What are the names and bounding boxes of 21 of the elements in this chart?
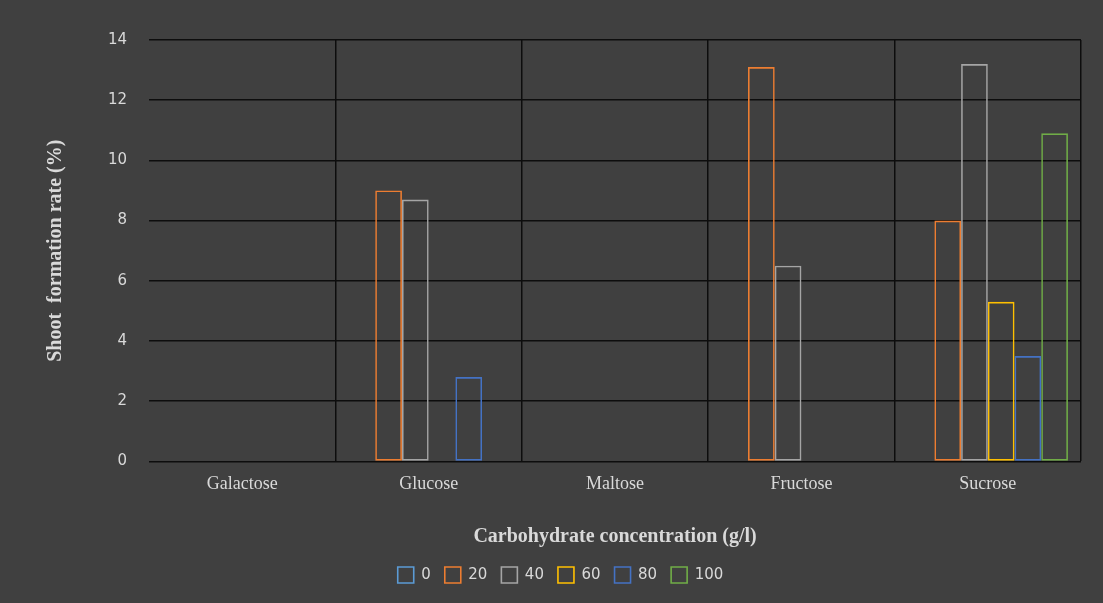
legend-label: 40 [524, 564, 544, 583]
x-tick-label: Maltose [586, 472, 645, 493]
y-tick-label: 4 [117, 330, 128, 349]
legend-label: 100 [694, 564, 724, 583]
y-axis-title: Shoot formation rate (%) [43, 139, 67, 362]
y-tick-label: 0 [117, 451, 128, 470]
x-tick-label: Glucose [399, 472, 459, 493]
x-tick-label: Fructose [770, 472, 833, 493]
legend-label: 0 [421, 564, 431, 583]
y-tick-label: 10 [107, 150, 128, 169]
x-axis-title: Carbohydrate concentration (g/l) [473, 524, 757, 548]
y-tick-label: 8 [117, 210, 128, 229]
x-tick-label: Galactose [206, 472, 278, 493]
legend-label: 20 [468, 564, 488, 583]
legend-label: 80 [638, 564, 658, 583]
y-tick-label: 12 [107, 90, 128, 109]
y-tick-label: 14 [107, 29, 128, 48]
legend-label: 60 [581, 564, 601, 583]
x-tick-label: Sucrose [959, 472, 1017, 493]
y-tick-label: 6 [117, 270, 128, 289]
y-tick-label: 2 [117, 391, 128, 410]
